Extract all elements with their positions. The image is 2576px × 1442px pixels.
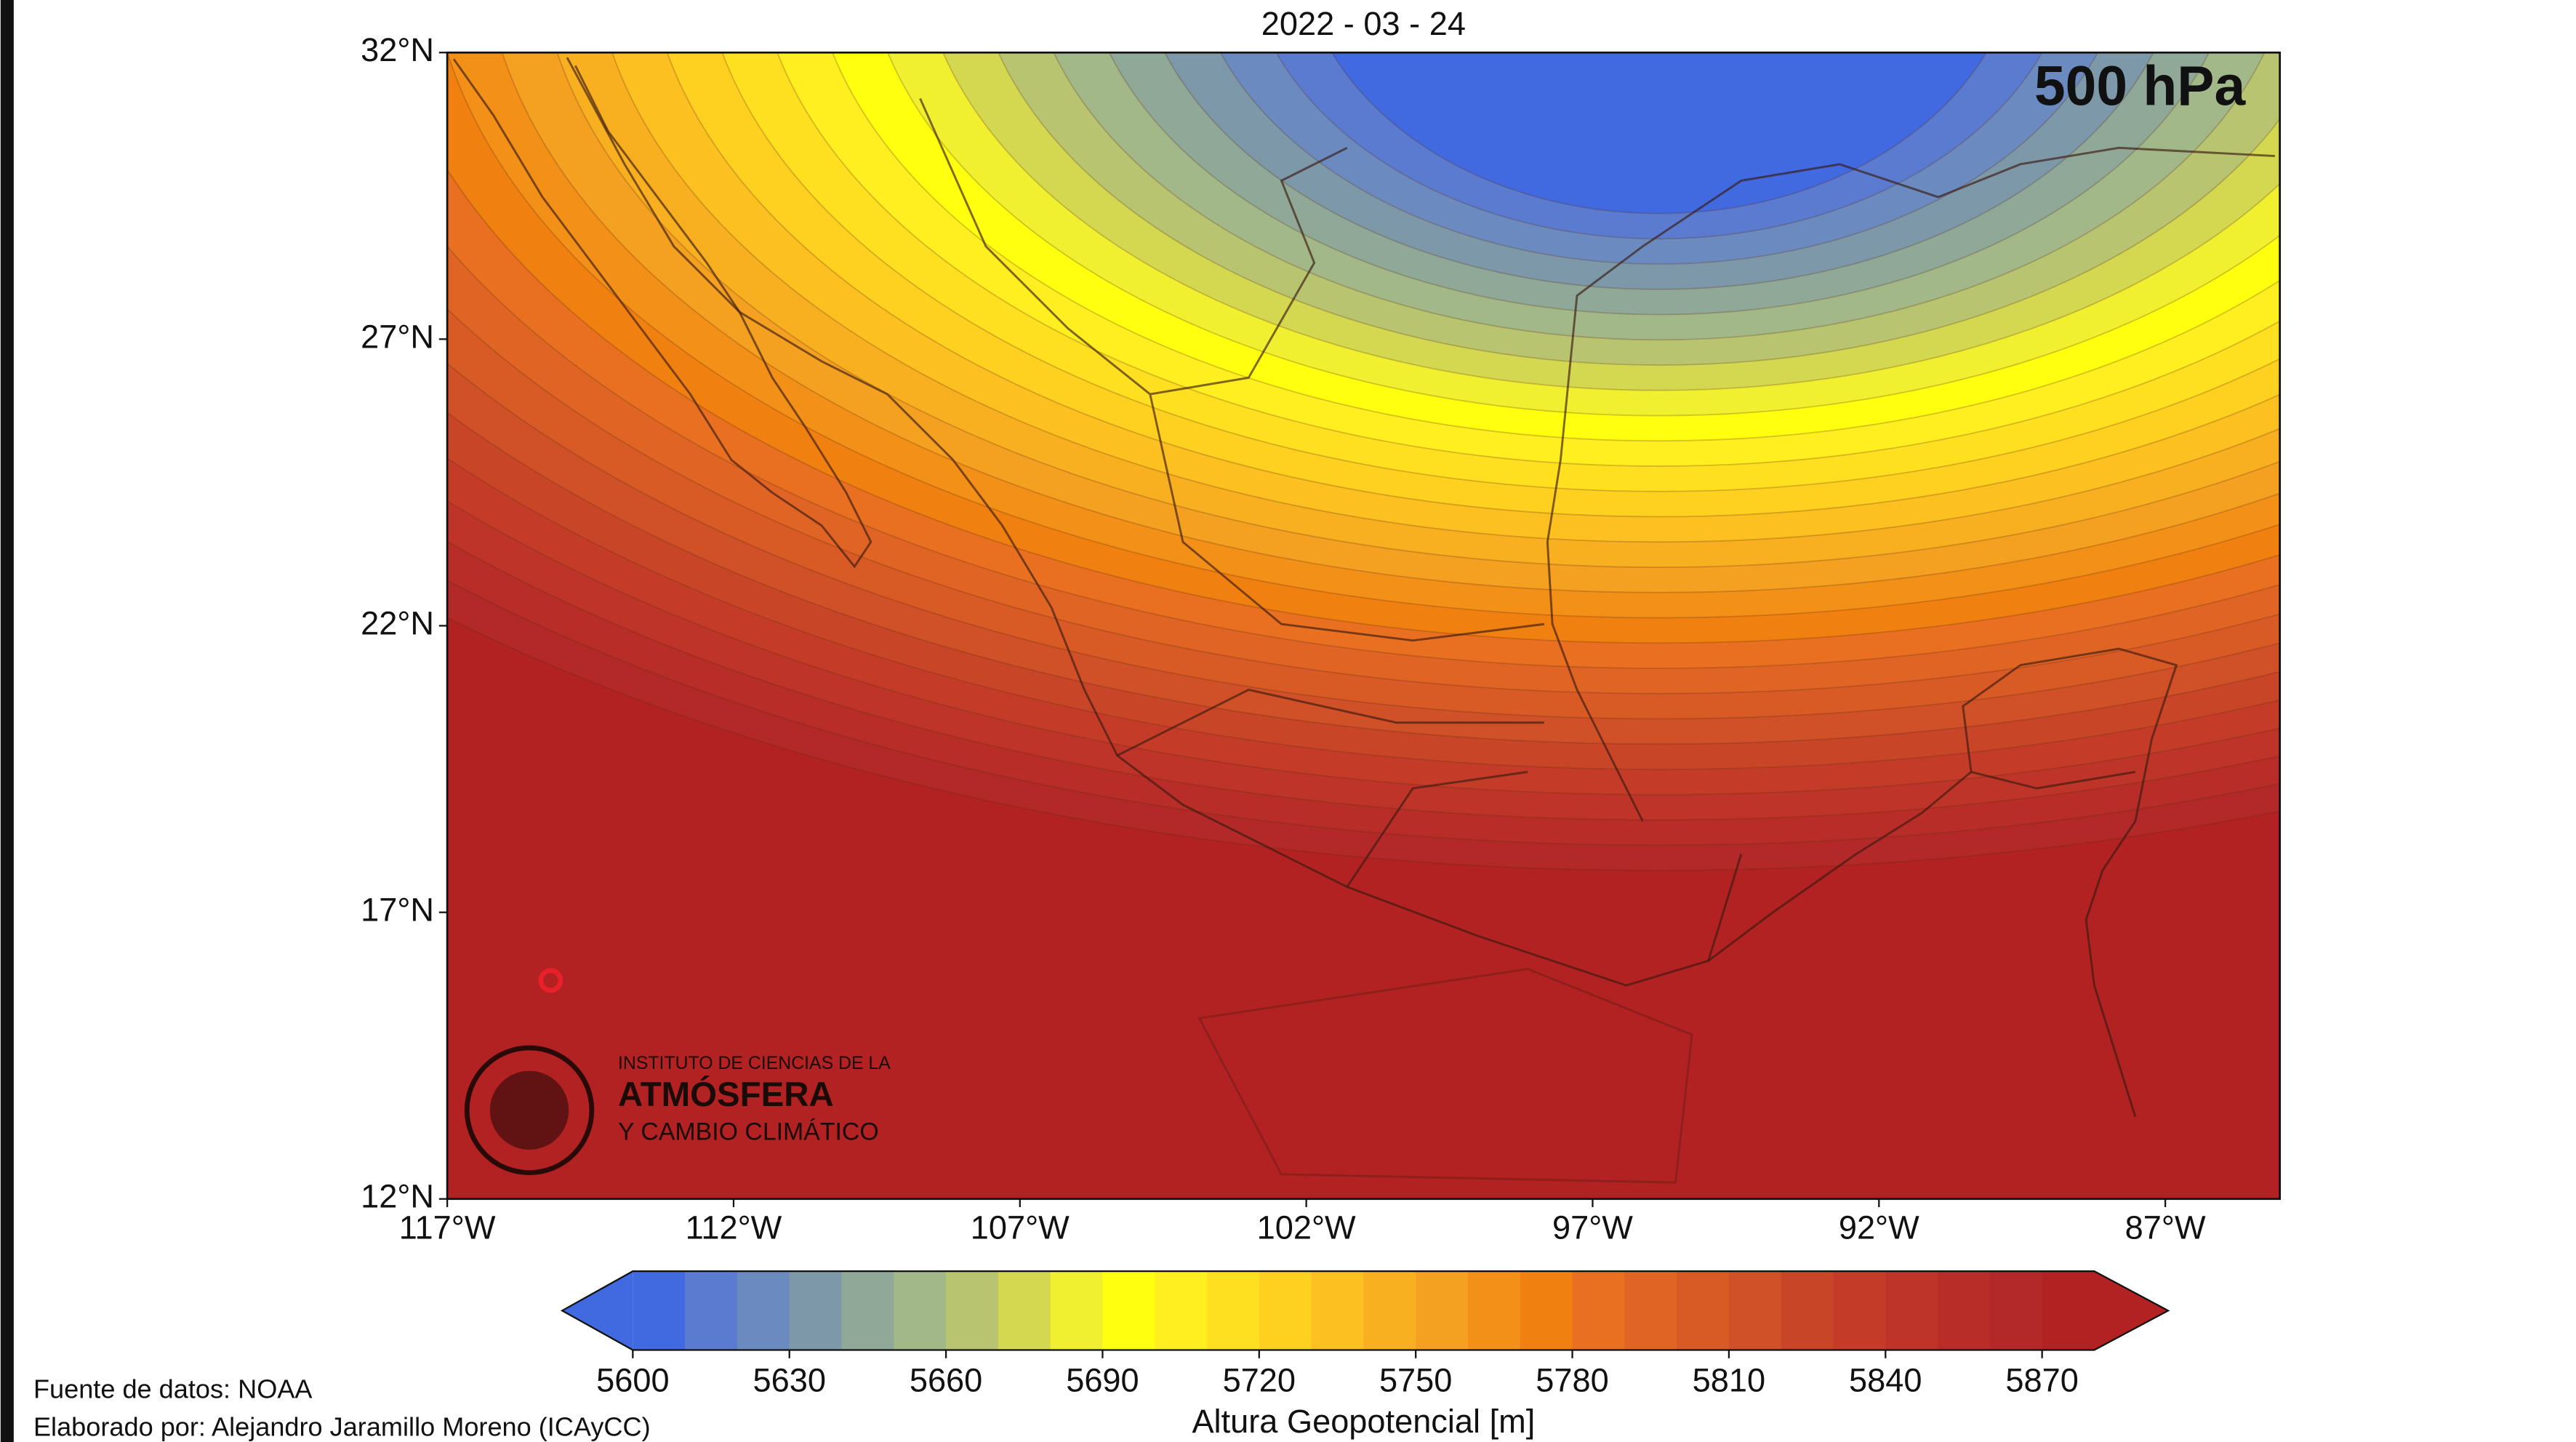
colorbar-segment [1467, 1271, 1521, 1350]
colorbar-segment [1624, 1271, 1678, 1350]
logo-line: INSTITUTO DE CIENCIAS DE LA [618, 1054, 891, 1073]
colorbar-tick-label: 5660 [910, 1362, 982, 1399]
colorbar-outline [560, 1270, 2170, 1351]
colorbar-segment [841, 1271, 895, 1350]
colorbar-tick-label: 5720 [1223, 1362, 1296, 1399]
colorbar-tick-label: 5630 [753, 1362, 825, 1399]
colorbar-segment [1833, 1271, 1887, 1350]
eez-outline [1197, 968, 1693, 1184]
colorbar-segment [1363, 1271, 1417, 1350]
y-tick-label: 12°N [361, 1178, 434, 1215]
baja-coast [452, 58, 872, 569]
colorbar-segment [789, 1271, 843, 1350]
colorbar-tick-label: 5600 [596, 1362, 669, 1399]
colorbar-segment [1989, 1271, 2043, 1350]
x-tick-label: 92°W [1839, 1209, 1919, 1246]
colorbar: 5600 5630 5660 5690 5720 5750 5780 5810 5840 5870 [560, 1270, 2170, 1399]
colorbar-segment [1416, 1271, 1469, 1350]
contour-fill [447, 52, 2280, 1199]
x-tick-label: 97°W [1552, 1209, 1633, 1246]
state-borders [919, 97, 2136, 961]
x-tick-label: 112°W [686, 1209, 782, 1246]
map-axes: 117°W 112°W 107°W 102°W 97°W 92°W 87°W 12°N 17°N… [361, 31, 2206, 1246]
y-tick-label: 27°N [361, 318, 434, 355]
colorbar-segment [1938, 1271, 1991, 1350]
logo-emblem [464, 1045, 595, 1175]
colorbar-segment [1885, 1271, 1939, 1350]
footer-source: Fuente de datos: NOAA [33, 1374, 313, 1404]
colorbar-segment [998, 1271, 1051, 1350]
colorbar-tick-label: 5780 [1536, 1362, 1608, 1399]
colorbar-tick-label: 5870 [2005, 1362, 2078, 1399]
colorbar-extend-high [2094, 1271, 2169, 1350]
gulf-coast [1546, 146, 2275, 822]
x-tick-label: 87°W [2125, 1209, 2206, 1246]
window-edge [0, 0, 14, 1442]
x-tick-label: 102°W [1257, 1209, 1356, 1246]
colorbar-segment [1520, 1271, 1573, 1350]
colorbar-segment [737, 1271, 790, 1350]
colorbar-segment [2042, 1271, 2095, 1350]
logo-line: ATMÓSFERA [618, 1074, 834, 1114]
colorbar-segment [633, 1271, 686, 1350]
y-tick-label: 17°N [361, 892, 434, 929]
colorbar-tick-label: 5750 [1379, 1362, 1452, 1399]
colorbar-segment [685, 1271, 739, 1350]
pressure-level: 500 hPa [2034, 55, 2247, 118]
coastlines [452, 57, 2275, 1184]
colorbar-extend-low [562, 1271, 633, 1350]
colorbar-label: Altura Geopotencial [m] [1192, 1403, 1535, 1440]
colorbar-segment [1207, 1271, 1260, 1350]
footer-author: Elaborado por: Alejandro Jaramillo Moren… [33, 1411, 651, 1441]
colorbar-segment [946, 1271, 999, 1350]
colorbar-tick-label: 5810 [1693, 1362, 1765, 1399]
contour-band [1331, 52, 1987, 215]
map-title: 2022 - 03 - 24 [1261, 5, 1466, 42]
x-tick-label: 117°W [399, 1209, 496, 1246]
logo: INSTITUTO DE CIENCIAS DE LA ATMÓSFERA Y … [464, 1045, 891, 1175]
colorbar-segment [1781, 1271, 1834, 1350]
logo-line: Y CAMBIO CLIMÁTICO [618, 1118, 879, 1145]
cursor-dot [538, 968, 563, 993]
colorbar-segment [1259, 1271, 1312, 1350]
colorbar-segment [1572, 1271, 1626, 1350]
pacific-coast [566, 57, 2178, 1118]
colorbar-tick-label: 5690 [1066, 1362, 1139, 1399]
colorbar-tick-label: 5840 [1849, 1362, 1922, 1399]
colorbar-segment [1677, 1271, 1730, 1350]
colorbar-segment [894, 1271, 947, 1350]
colorbar-segment [1311, 1271, 1365, 1350]
colorbar-segment [1050, 1271, 1104, 1350]
colorbar-segment [1155, 1271, 1208, 1350]
logo-emblem-core [489, 1070, 569, 1150]
y-tick-label: 32°N [361, 31, 434, 68]
colorbar-segment [1728, 1271, 1782, 1350]
y-tick-label: 22°N [361, 604, 434, 641]
x-tick-label: 107°W [971, 1209, 1070, 1246]
colorbar-segment [1102, 1271, 1156, 1350]
